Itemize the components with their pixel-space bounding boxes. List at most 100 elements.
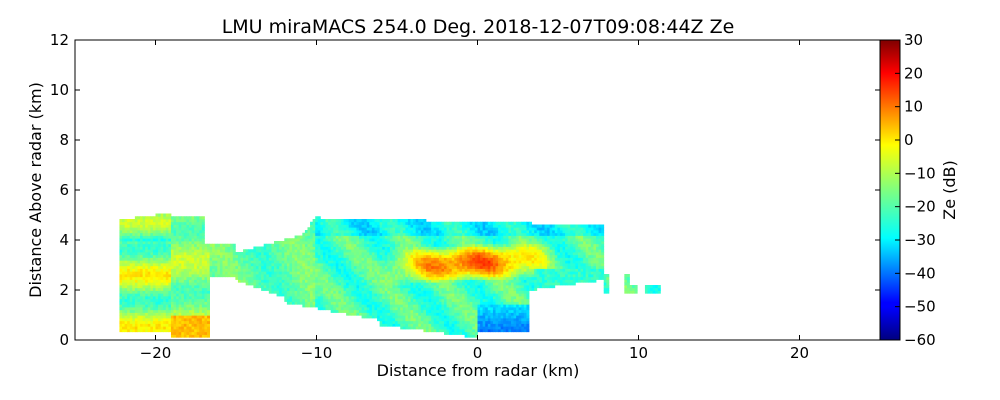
ze-cell — [268, 271, 272, 275]
ze-cell — [369, 232, 373, 236]
ze-cell — [418, 318, 422, 322]
ze-cell — [328, 249, 332, 253]
ze-cell — [124, 232, 128, 236]
ze-cell — [147, 304, 151, 308]
ze-cell — [340, 298, 344, 302]
ze-cell — [420, 243, 424, 247]
ze-cell — [436, 257, 440, 261]
ze-cell — [134, 274, 138, 278]
ze-cell — [312, 257, 316, 261]
ze-cell — [124, 293, 128, 297]
ze-cell — [433, 271, 437, 275]
ze-cell — [152, 249, 156, 253]
ze-cell — [191, 276, 195, 280]
ze-cell — [351, 296, 355, 300]
ze-cell — [310, 246, 314, 250]
ze-cell — [335, 298, 339, 302]
ze-cell — [140, 285, 144, 289]
ze-cell — [444, 304, 447, 308]
ze-cell — [374, 235, 378, 239]
ze-cell — [400, 293, 404, 297]
ze-cell — [477, 246, 481, 250]
ze-cell — [400, 304, 404, 308]
ze-cell — [359, 296, 362, 300]
ze-cell — [212, 260, 216, 264]
ze-cell — [317, 241, 321, 245]
ze-cell — [201, 274, 205, 278]
ze-cell — [420, 290, 424, 294]
ze-cell — [446, 265, 450, 269]
ze-cell — [477, 298, 481, 302]
ze-cell — [178, 318, 182, 322]
ze-cell — [444, 274, 447, 278]
ze-cell — [173, 298, 177, 302]
ze-cell — [348, 241, 352, 245]
ze-cell — [395, 318, 399, 322]
ze-cell — [150, 268, 154, 272]
ze-cell — [304, 285, 308, 289]
ze-cell — [163, 276, 167, 280]
ze-cell — [451, 268, 455, 272]
ze-cell — [348, 257, 352, 261]
ze-cell — [302, 246, 306, 250]
ze-cell — [474, 301, 478, 305]
ze-cell — [472, 323, 476, 327]
ze-cell — [418, 224, 422, 228]
ze-cell — [186, 315, 190, 319]
ze-cell — [487, 301, 491, 305]
ze-cell — [274, 268, 277, 272]
ze-cell — [328, 260, 332, 264]
ze-cell — [438, 307, 442, 311]
ze-cell — [402, 282, 406, 286]
ze-cell — [263, 282, 267, 286]
ze-cell — [191, 301, 195, 305]
ze-cell — [366, 238, 370, 242]
ze-cell — [433, 285, 437, 289]
ze-cell — [451, 290, 455, 294]
ze-cell — [459, 293, 463, 297]
ze-cell — [377, 257, 381, 261]
ze-cell — [145, 252, 149, 256]
ze-cell — [343, 243, 347, 247]
ze-cell — [495, 224, 499, 228]
ze-cell — [302, 271, 306, 275]
ze-cell — [124, 246, 128, 250]
ze-cell — [194, 285, 198, 289]
ze-cell — [423, 274, 427, 278]
ze-cell — [186, 219, 190, 223]
ze-cell — [297, 265, 301, 269]
ze-cell — [431, 232, 435, 236]
ze-cell — [320, 243, 324, 247]
ze-cell — [413, 296, 417, 300]
ze-cell — [186, 268, 190, 272]
ze-cell — [462, 263, 466, 267]
ze-cell — [338, 263, 342, 267]
ze-cell — [415, 304, 419, 308]
ze-cell — [459, 246, 463, 250]
ze-cell — [382, 227, 386, 231]
ze-cell — [188, 276, 192, 280]
ze-cell — [173, 246, 177, 250]
ze-cell — [150, 326, 154, 330]
ze-cell — [462, 279, 466, 283]
ze-cell — [188, 243, 192, 247]
ze-cell — [400, 309, 404, 313]
ze-cell — [168, 309, 172, 313]
ze-cell — [410, 301, 414, 305]
ze-cell — [500, 307, 504, 311]
ze-cell — [410, 282, 414, 286]
ze-cell — [168, 260, 172, 264]
ze-cell — [194, 301, 198, 305]
ze-cell — [433, 252, 437, 256]
ze-cell — [170, 246, 174, 250]
ze-cell — [361, 260, 365, 264]
ze-cell — [379, 301, 383, 305]
ze-cell — [145, 268, 149, 272]
ze-cell — [371, 221, 375, 225]
ze-cell — [353, 221, 357, 225]
ze-cell — [315, 263, 319, 267]
ze-cell — [261, 276, 265, 280]
ze-cell — [449, 279, 453, 283]
ze-cell — [351, 219, 355, 223]
ze-cell — [137, 235, 141, 239]
